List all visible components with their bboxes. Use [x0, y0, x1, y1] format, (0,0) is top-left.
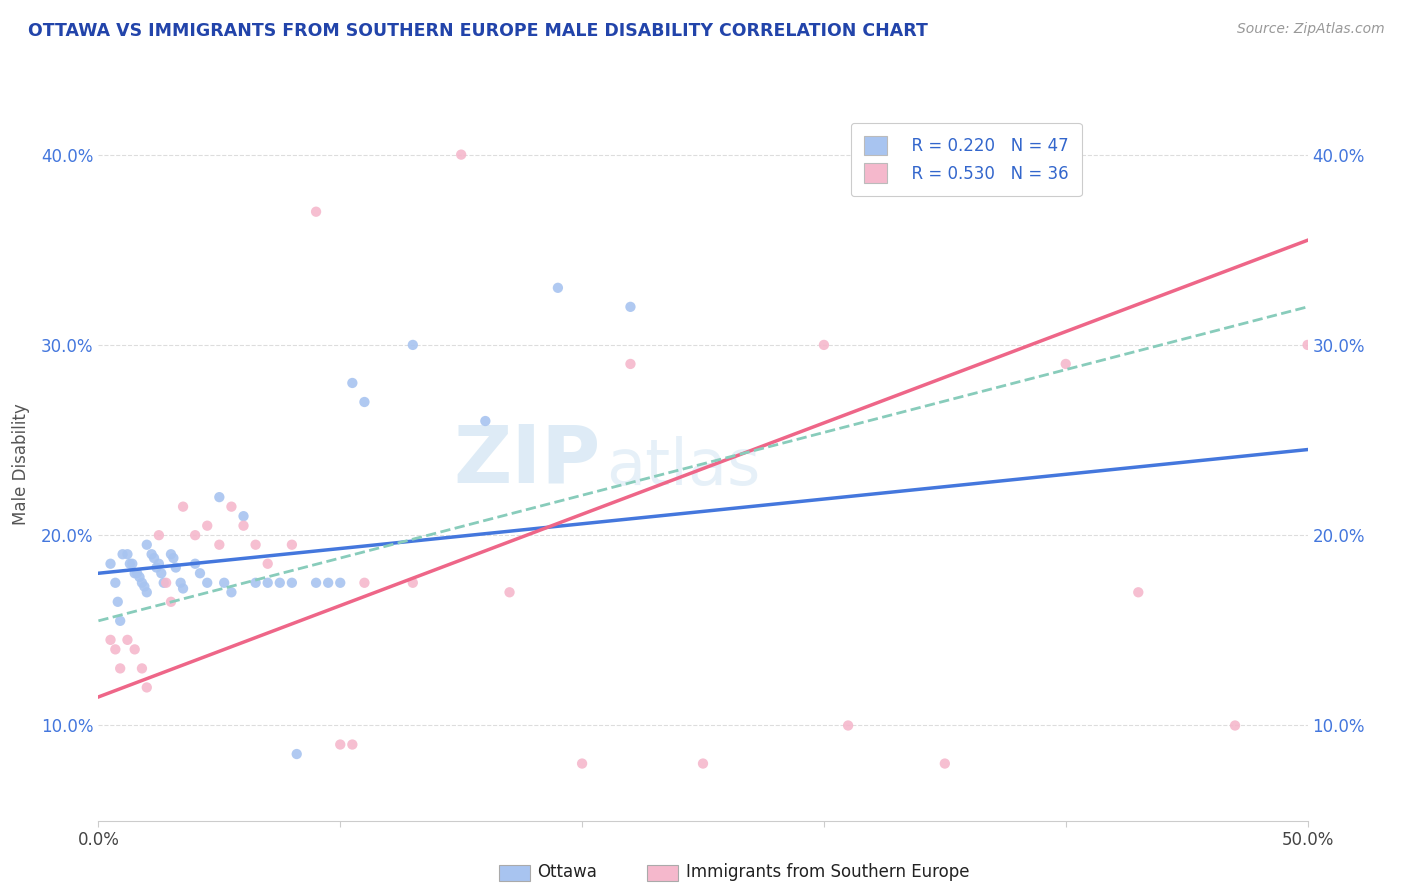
Point: [402, 338, 425, 352]
Point: [285, 747, 308, 761]
Point: [692, 756, 714, 771]
Point: [121, 557, 143, 571]
Point: [1054, 357, 1077, 371]
Point: [269, 575, 291, 590]
Point: [145, 560, 167, 574]
Point: [184, 557, 207, 571]
Point: [188, 566, 211, 581]
Point: [329, 738, 352, 752]
Point: [353, 395, 375, 409]
Legend:   R = 0.220   N = 47,   R = 0.530   N = 36: R = 0.220 N = 47, R = 0.530 N = 36: [851, 122, 1081, 196]
Point: [547, 281, 569, 295]
Point: [135, 538, 157, 552]
Point: [131, 575, 153, 590]
Point: [305, 204, 328, 219]
Point: [155, 575, 177, 590]
Point: [329, 575, 352, 590]
Point: [117, 632, 139, 647]
Point: [172, 582, 194, 596]
Point: [498, 585, 520, 599]
Point: [135, 585, 157, 599]
Point: [108, 661, 131, 675]
Text: OTTAWA VS IMMIGRANTS FROM SOUTHERN EUROPE MALE DISABILITY CORRELATION CHART: OTTAWA VS IMMIGRANTS FROM SOUTHERN EUROP…: [28, 22, 928, 40]
Point: [165, 560, 187, 574]
Point: [1128, 585, 1150, 599]
Point: [281, 575, 304, 590]
Point: [232, 518, 254, 533]
Point: [160, 547, 183, 561]
Point: [316, 575, 339, 590]
Point: [104, 642, 127, 657]
Point: [305, 575, 328, 590]
Point: [1223, 718, 1246, 732]
Point: [184, 528, 207, 542]
Point: [232, 509, 254, 524]
Point: [117, 547, 139, 561]
Point: [162, 551, 184, 566]
Point: [152, 575, 174, 590]
Point: [208, 538, 231, 552]
Point: [208, 490, 231, 504]
Point: [342, 738, 364, 752]
Point: [256, 557, 278, 571]
Point: [100, 632, 122, 647]
Point: [160, 595, 183, 609]
Point: [221, 500, 243, 514]
Text: Source: ZipAtlas.com: Source: ZipAtlas.com: [1237, 22, 1385, 37]
Point: [148, 528, 170, 542]
Point: [256, 575, 278, 590]
Point: [195, 518, 218, 533]
Point: [148, 557, 170, 571]
Point: [212, 575, 235, 590]
Point: [134, 580, 156, 594]
Point: [124, 566, 146, 581]
Point: [104, 575, 127, 590]
Point: [195, 575, 218, 590]
Point: [450, 147, 472, 161]
Point: [141, 547, 163, 561]
Point: [1296, 338, 1319, 352]
Point: [619, 357, 641, 371]
Point: [837, 718, 859, 732]
Point: [474, 414, 496, 428]
Point: [135, 681, 157, 695]
Point: [169, 575, 191, 590]
Point: [143, 551, 166, 566]
Point: [353, 575, 375, 590]
Point: [934, 756, 956, 771]
Y-axis label: Male Disability: Male Disability: [11, 403, 30, 524]
Point: [107, 595, 129, 609]
Point: [118, 557, 141, 571]
Text: ZIP: ZIP: [453, 421, 600, 500]
Point: [281, 538, 304, 552]
Point: [571, 756, 593, 771]
Point: [402, 575, 425, 590]
Point: [127, 566, 149, 581]
Point: [813, 338, 835, 352]
Point: [131, 661, 153, 675]
Text: Immigrants from Southern Europe: Immigrants from Southern Europe: [686, 863, 970, 881]
Point: [108, 614, 131, 628]
Point: [111, 547, 134, 561]
Point: [342, 376, 364, 390]
Point: [128, 570, 150, 584]
Text: atlas: atlas: [606, 436, 761, 499]
Text: Ottawa: Ottawa: [537, 863, 598, 881]
Point: [619, 300, 641, 314]
Point: [245, 575, 267, 590]
Point: [124, 642, 146, 657]
Point: [150, 566, 173, 581]
Point: [221, 585, 243, 599]
Point: [100, 557, 122, 571]
Point: [245, 538, 267, 552]
Point: [172, 500, 194, 514]
